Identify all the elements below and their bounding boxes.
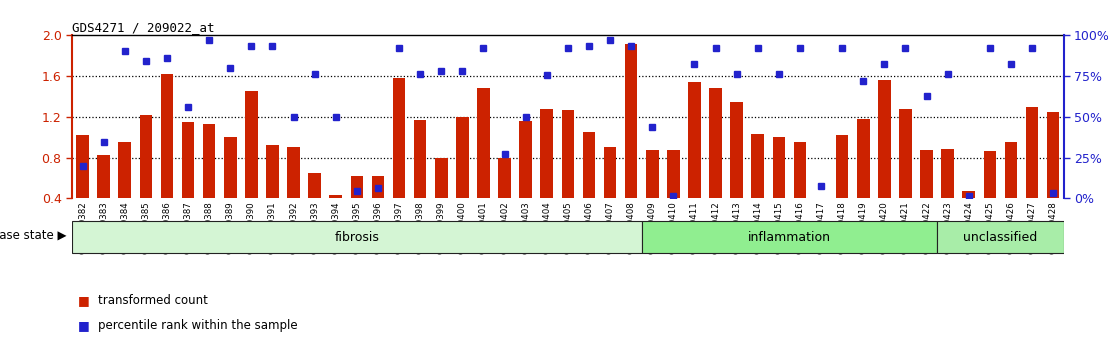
Bar — [435, 158, 448, 198]
Bar — [1005, 142, 1017, 198]
Bar — [329, 195, 342, 198]
Bar — [392, 78, 406, 198]
Text: fibrosis: fibrosis — [335, 231, 379, 244]
Bar — [899, 109, 912, 198]
Bar — [371, 176, 384, 198]
Bar — [1047, 112, 1059, 198]
Bar — [413, 120, 427, 198]
Text: unclassified: unclassified — [963, 231, 1037, 244]
Text: GDS4271 / 209022_at: GDS4271 / 209022_at — [72, 21, 215, 34]
Bar — [856, 119, 870, 198]
Text: disease state ▶: disease state ▶ — [0, 229, 66, 242]
Bar — [709, 88, 722, 198]
Text: ■: ■ — [78, 295, 90, 307]
Bar — [646, 150, 658, 198]
Bar — [456, 117, 469, 198]
Bar — [76, 135, 89, 198]
Bar — [772, 137, 786, 198]
Bar — [520, 121, 532, 198]
Bar — [499, 158, 511, 198]
Bar — [793, 142, 807, 198]
Bar — [562, 110, 574, 198]
Bar — [287, 147, 300, 198]
Bar — [266, 145, 279, 198]
Bar — [119, 142, 131, 198]
Bar — [140, 115, 152, 198]
Bar — [751, 134, 765, 198]
Bar — [224, 137, 237, 198]
Bar — [308, 173, 321, 198]
Bar — [541, 109, 553, 198]
Bar — [963, 191, 975, 198]
Bar — [921, 150, 933, 198]
Bar — [182, 122, 194, 198]
Bar — [984, 152, 996, 198]
Bar — [203, 124, 215, 198]
Bar — [1026, 107, 1038, 198]
Bar — [667, 150, 679, 198]
Bar — [835, 135, 849, 198]
FancyBboxPatch shape — [937, 221, 1064, 253]
FancyBboxPatch shape — [72, 221, 642, 253]
Bar — [161, 74, 173, 198]
Bar — [583, 132, 595, 198]
Bar — [730, 102, 743, 198]
Bar — [604, 147, 616, 198]
Bar — [942, 149, 954, 198]
Text: percentile rank within the sample: percentile rank within the sample — [98, 319, 297, 332]
Bar — [878, 80, 891, 198]
Text: inflammation: inflammation — [748, 231, 831, 244]
Bar — [245, 91, 258, 198]
Bar — [688, 82, 700, 198]
Bar — [98, 155, 110, 198]
Text: transformed count: transformed count — [98, 295, 207, 307]
Text: ■: ■ — [78, 319, 90, 332]
FancyBboxPatch shape — [642, 221, 937, 253]
Bar — [625, 44, 637, 198]
Bar — [350, 176, 363, 198]
Bar — [478, 88, 490, 198]
